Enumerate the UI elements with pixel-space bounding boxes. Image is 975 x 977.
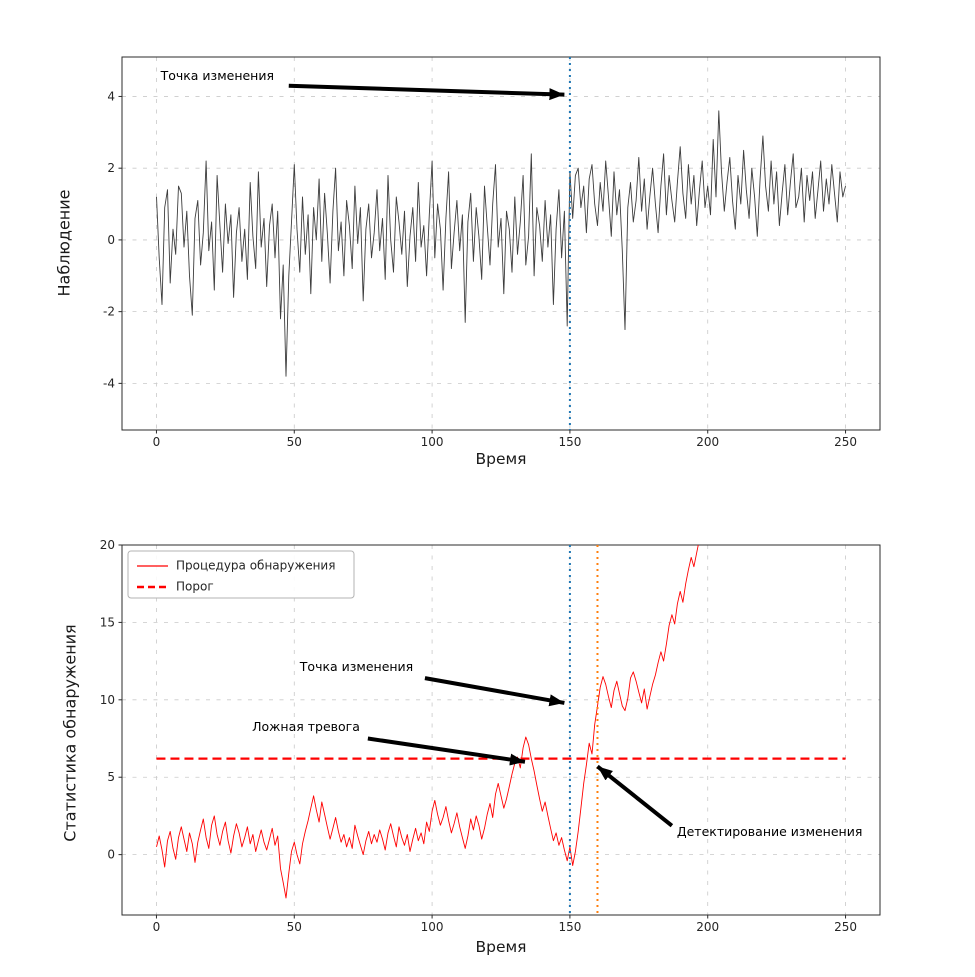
y-tick-label: 5 bbox=[107, 770, 115, 784]
annotation-text: Точка изменения bbox=[160, 68, 274, 83]
x-tick-label: 0 bbox=[153, 920, 161, 934]
annotation-text: Детектирование изменения bbox=[677, 824, 863, 839]
y-tick-label: 2 bbox=[107, 161, 115, 175]
y-tick-label: -4 bbox=[103, 376, 115, 390]
y-tick-label: -2 bbox=[103, 305, 115, 319]
x-tick-label: 100 bbox=[421, 435, 444, 449]
annotation-arrow bbox=[288, 83, 565, 101]
annotation-arrow bbox=[367, 736, 526, 766]
y-tick-label: 4 bbox=[107, 89, 115, 103]
detection-chart: 0 50 100 150 200 250 0 5 10 15 20 Точка изменения Ло… bbox=[100, 538, 881, 934]
y-tick-label: 0 bbox=[107, 233, 115, 247]
x-tick-label: 250 bbox=[834, 435, 857, 449]
detection-series-line bbox=[156, 545, 699, 899]
plot-frame bbox=[121, 56, 881, 431]
x-tick-label: 50 bbox=[287, 920, 302, 934]
y-tick-label: 20 bbox=[100, 538, 115, 552]
plot-frame bbox=[121, 544, 881, 916]
x-tick-label: 200 bbox=[696, 920, 719, 934]
observation-y-axis-label: Наблюдение bbox=[54, 189, 74, 297]
observation-x-axis-label: Время bbox=[475, 450, 527, 468]
x-tick-label: 150 bbox=[558, 435, 581, 449]
annotation-text: Точка изменения bbox=[299, 659, 413, 674]
legend-box bbox=[127, 550, 355, 599]
x-tick-label: 150 bbox=[558, 920, 581, 934]
annotation-text: Ложная тревога bbox=[252, 719, 360, 734]
observation-series-line bbox=[156, 110, 846, 377]
observation-chart: 0 50 100 150 200 250 -4 -2 0 2 4 Точка изменения bbox=[103, 56, 881, 449]
x-tick-label: 200 bbox=[696, 435, 719, 449]
y-tick-label: 15 bbox=[100, 615, 115, 629]
annotation-arrow bbox=[424, 676, 565, 707]
x-tick-label: 250 bbox=[834, 920, 857, 934]
x-tick-label: 50 bbox=[287, 435, 302, 449]
annotation-arrow bbox=[596, 764, 674, 828]
y-tick-label: 0 bbox=[107, 848, 115, 862]
detection-y-axis-label: Статистика обнаружения bbox=[60, 624, 80, 842]
detection-x-axis-label: Время bbox=[475, 938, 527, 956]
y-tick-label: 10 bbox=[100, 693, 115, 707]
x-tick-label: 100 bbox=[421, 920, 444, 934]
legend-entry-label: Процедура обнаружения bbox=[176, 559, 335, 573]
legend-entry-label: Порог bbox=[176, 580, 214, 594]
x-tick-label: 0 bbox=[153, 435, 161, 449]
